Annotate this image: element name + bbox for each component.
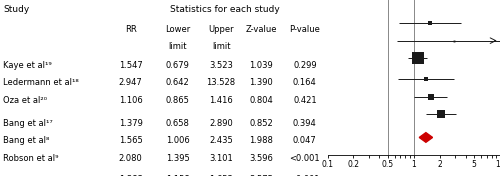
Text: 1.416: 1.416 xyxy=(209,96,233,105)
Text: Bang et al⁸: Bang et al⁸ xyxy=(4,136,50,145)
Text: 0.164: 0.164 xyxy=(293,78,316,87)
Text: 1.547: 1.547 xyxy=(119,61,142,70)
Text: 1.158: 1.158 xyxy=(166,175,190,176)
Text: 2.080: 2.080 xyxy=(119,154,142,163)
Text: 1.390: 1.390 xyxy=(250,78,273,87)
Text: 0.658: 0.658 xyxy=(166,119,190,128)
Polygon shape xyxy=(419,133,432,142)
Text: limit: limit xyxy=(168,42,187,51)
Text: 2.435: 2.435 xyxy=(209,136,233,145)
Text: 3.101: 3.101 xyxy=(209,154,233,163)
Text: 1.379: 1.379 xyxy=(118,119,142,128)
Text: <0.001: <0.001 xyxy=(290,154,320,163)
Text: Robson et al⁹: Robson et al⁹ xyxy=(4,154,59,163)
Text: Study: Study xyxy=(4,5,30,14)
Text: 2.890: 2.890 xyxy=(209,119,233,128)
Text: RR: RR xyxy=(125,25,136,34)
Text: Bang et al¹⁷: Bang et al¹⁷ xyxy=(4,119,53,128)
Text: 0.642: 0.642 xyxy=(166,78,190,87)
Text: 3.575: 3.575 xyxy=(250,175,273,176)
Text: 13.528: 13.528 xyxy=(206,78,236,87)
Text: 1.653: 1.653 xyxy=(209,175,233,176)
Text: 2.947: 2.947 xyxy=(119,78,142,87)
Text: 0.047: 0.047 xyxy=(293,136,316,145)
Text: 0.299: 0.299 xyxy=(293,61,316,70)
Text: 0.852: 0.852 xyxy=(250,119,273,128)
Text: P-value: P-value xyxy=(290,25,320,34)
Text: 0.804: 0.804 xyxy=(250,96,273,105)
Text: 3.596: 3.596 xyxy=(250,154,273,163)
Text: Z-value: Z-value xyxy=(246,25,277,34)
Text: Oza et al²⁰: Oza et al²⁰ xyxy=(4,96,48,105)
Text: limit: limit xyxy=(212,42,231,51)
Text: 1.383: 1.383 xyxy=(118,175,142,176)
Text: Statistics for each study: Statistics for each study xyxy=(170,5,280,14)
Text: Upper: Upper xyxy=(208,25,234,34)
Text: Lower: Lower xyxy=(165,25,190,34)
Text: Ledermann et al¹⁸: Ledermann et al¹⁸ xyxy=(4,78,79,87)
Text: 1.039: 1.039 xyxy=(250,61,273,70)
Text: 1.565: 1.565 xyxy=(119,136,142,145)
Text: 0.679: 0.679 xyxy=(166,61,190,70)
Text: 1.006: 1.006 xyxy=(166,136,190,145)
Text: 1.395: 1.395 xyxy=(166,154,190,163)
Text: 0.421: 0.421 xyxy=(293,96,316,105)
Text: 1.106: 1.106 xyxy=(119,96,142,105)
Text: 0.865: 0.865 xyxy=(166,96,190,105)
Text: <0.001: <0.001 xyxy=(290,175,320,176)
Text: Kaye et al¹⁹: Kaye et al¹⁹ xyxy=(4,61,52,70)
Text: 1.988: 1.988 xyxy=(250,136,273,145)
Text: 3.523: 3.523 xyxy=(209,61,233,70)
Text: 0.394: 0.394 xyxy=(293,119,316,128)
